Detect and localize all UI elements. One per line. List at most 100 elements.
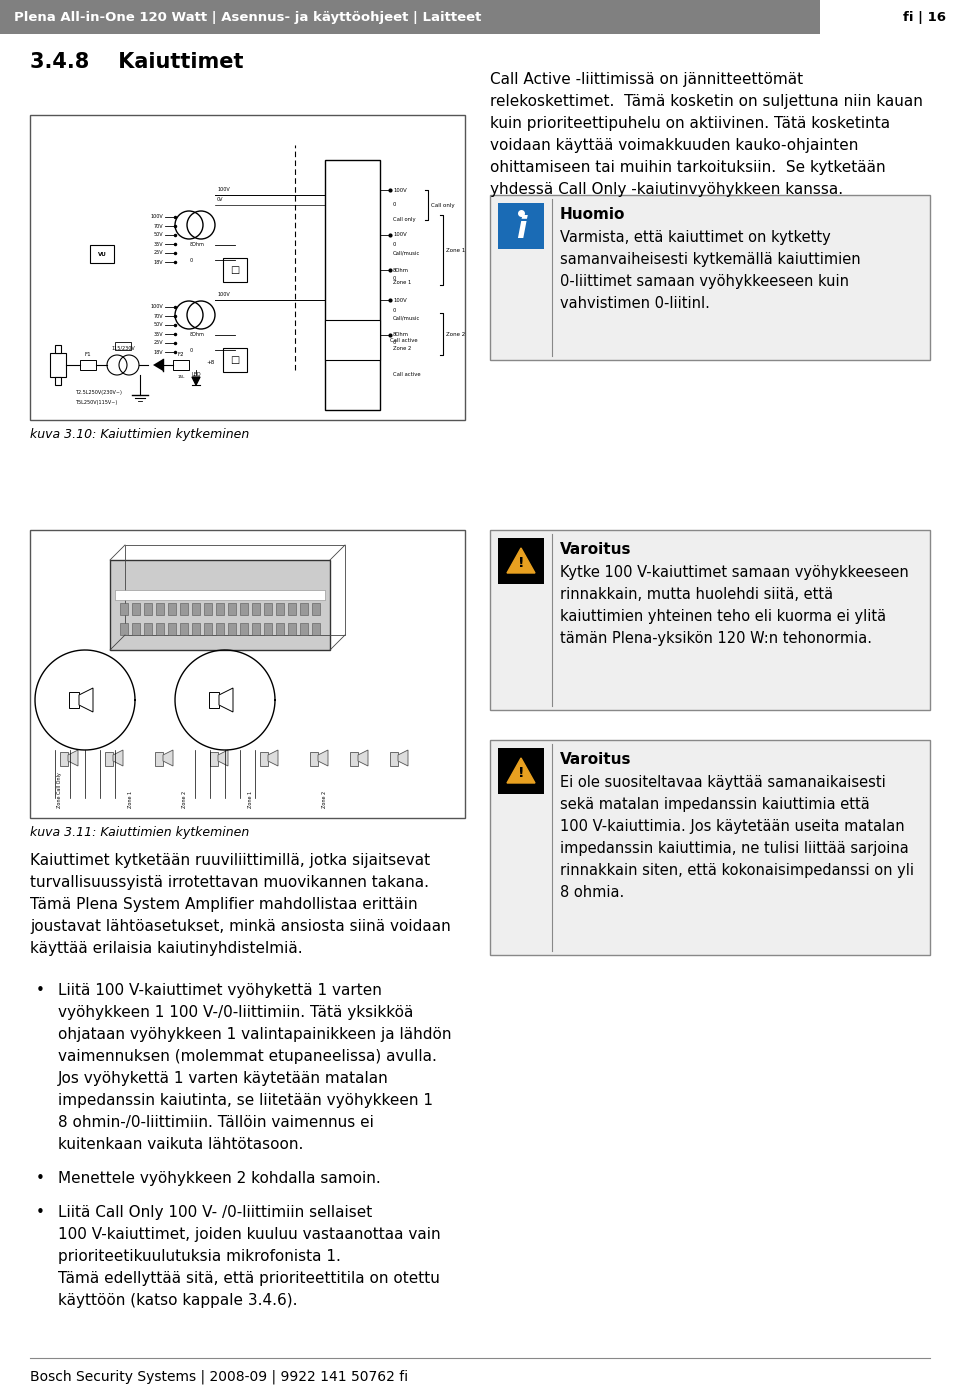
Bar (276, 603, 284, 615)
Bar (120, 623, 128, 636)
Bar (312, 603, 320, 615)
Text: Zone 2: Zone 2 (323, 791, 327, 808)
Text: Liitä Call Only 100 V- /0-liittimiin sellaiset: Liitä Call Only 100 V- /0-liittimiin sel… (58, 1205, 372, 1219)
Text: Liitä 100 V-kaiuttimet vyöhykettä 1 varten: Liitä 100 V-kaiuttimet vyöhykettä 1 vart… (58, 983, 382, 998)
Bar (223, 349, 247, 372)
Text: Zone 2: Zone 2 (446, 332, 466, 336)
Text: Tämä Plena System Amplifier mahdollistaa erittäin: Tämä Plena System Amplifier mahdollistaa… (30, 897, 418, 911)
Text: 35V: 35V (154, 332, 163, 336)
Text: Kytke 100 V-kaiuttimet samaan vyöhykkeeseen: Kytke 100 V-kaiuttimet samaan vyöhykkees… (560, 566, 909, 580)
Polygon shape (358, 750, 368, 766)
Bar (240, 603, 248, 615)
Text: 100V: 100V (393, 298, 407, 302)
Text: 8Ohm: 8Ohm (393, 267, 409, 273)
Text: Call active: Call active (393, 372, 420, 378)
Text: relekoskettimet.  Tämä kosketin on suljettuna niin kauan: relekoskettimet. Tämä kosketin on suljet… (490, 94, 923, 109)
Text: 100V: 100V (217, 293, 229, 297)
Text: joustavat lähtöasetukset, minkä ansiosta siinä voidaan: joustavat lähtöasetukset, minkä ansiosta… (30, 918, 451, 934)
Text: LED: LED (191, 372, 201, 377)
Text: rinnakkain siten, että kokonaisimpedanssi on yli: rinnakkain siten, että kokonaisimpedanss… (560, 862, 914, 878)
Text: i: i (516, 216, 526, 245)
Text: yhdessä Call Only -kaiutinvyöhykkeen kanssa.: yhdessä Call Only -kaiutinvyöhykkeen kan… (490, 182, 843, 197)
Bar (204, 603, 212, 615)
Text: voidaan käyttää voimakkuuden kauko-ohjainten: voidaan käyttää voimakkuuden kauko-ohjai… (490, 139, 858, 153)
Text: VU: VU (98, 252, 107, 256)
Bar (390, 752, 398, 766)
Text: 50V: 50V (154, 322, 163, 328)
Text: 70V: 70V (154, 224, 163, 228)
Polygon shape (192, 377, 200, 385)
Bar (125, 545, 345, 636)
Text: Zone 1: Zone 1 (128, 791, 132, 808)
Bar (490, 531, 930, 710)
Bar (144, 603, 152, 615)
Text: 0V: 0V (217, 197, 224, 202)
Bar (498, 203, 544, 249)
Bar (192, 603, 200, 615)
Bar (168, 603, 176, 615)
Text: Call/music: Call/music (393, 251, 420, 255)
Bar (55, 377, 61, 385)
Bar (132, 623, 140, 636)
Text: kuin prioriteettipuhelu on aktiivinen. Tätä kosketinta: kuin prioriteettipuhelu on aktiivinen. T… (490, 116, 890, 132)
Bar (115, 589, 325, 601)
Bar (168, 623, 176, 636)
Bar (260, 752, 268, 766)
Text: 18V: 18V (154, 259, 163, 265)
Text: T2.5L250V(230V~): T2.5L250V(230V~) (75, 391, 122, 395)
Text: □: □ (230, 356, 240, 365)
Bar (90, 245, 114, 263)
Text: Zone 2: Zone 2 (393, 346, 412, 350)
Text: +8: +8 (206, 360, 214, 364)
Text: !: ! (517, 766, 524, 780)
Bar (252, 623, 260, 636)
Text: 0-liittimet samaan vyöhykkeeseen kuin: 0-liittimet samaan vyöhykkeeseen kuin (560, 274, 849, 288)
Bar (192, 623, 200, 636)
Bar (144, 623, 152, 636)
Text: 0: 0 (190, 347, 193, 353)
Text: 0: 0 (393, 340, 396, 346)
Text: Call only: Call only (393, 217, 416, 223)
Bar (115, 342, 131, 350)
Text: 0: 0 (393, 308, 396, 312)
Text: kuitenkaan vaikuta lähtötasoon.: kuitenkaan vaikuta lähtötasoon. (58, 1137, 303, 1152)
Bar (80, 360, 96, 370)
Text: 100V: 100V (393, 188, 407, 192)
Text: 0: 0 (393, 242, 396, 248)
Text: 3.4.8    Kaiuttimet: 3.4.8 Kaiuttimet (30, 52, 244, 71)
Text: 25V: 25V (154, 340, 163, 346)
Text: 0: 0 (393, 203, 396, 207)
Text: kuva 3.11: Kaiuttimien kytkeminen: kuva 3.11: Kaiuttimien kytkeminen (30, 826, 250, 839)
Text: fi | 16: fi | 16 (903, 10, 946, 24)
Bar (498, 748, 544, 794)
Text: ohittamiseen tai muihin tarkoituksiin.  Se kytketään: ohittamiseen tai muihin tarkoituksiin. S… (490, 160, 886, 175)
Text: Varoitus: Varoitus (560, 542, 632, 557)
Text: !: ! (517, 556, 524, 570)
Bar (325, 321, 380, 360)
Text: Varmista, että kaiuttimet on kytketty: Varmista, että kaiuttimet on kytketty (560, 230, 830, 245)
Text: 35V: 35V (154, 241, 163, 246)
Bar (498, 538, 544, 584)
Text: prioriteetikuulutuksia mikrofonista 1.: prioriteetikuulutuksia mikrofonista 1. (58, 1249, 341, 1264)
Text: 25V: 25V (154, 251, 163, 255)
Bar (105, 752, 113, 766)
Text: Zone 1: Zone 1 (446, 248, 466, 252)
Bar (490, 741, 930, 955)
Text: 100V: 100V (217, 188, 229, 192)
Text: 8 ohmia.: 8 ohmia. (560, 885, 624, 900)
Text: impedanssin kaiuttimia, ne tulisi liittää sarjoina: impedanssin kaiuttimia, ne tulisi liittä… (560, 841, 909, 855)
Polygon shape (318, 750, 328, 766)
Polygon shape (507, 547, 535, 573)
Bar (240, 623, 248, 636)
Text: tämän Plena-yksikön 120 W:n tehonormia.: tämän Plena-yksikön 120 W:n tehonormia. (560, 631, 872, 645)
Bar (132, 603, 140, 615)
Bar (350, 752, 358, 766)
Text: •: • (36, 1205, 44, 1219)
Bar (264, 623, 272, 636)
Polygon shape (219, 687, 233, 713)
Text: vaimennuksen (molemmat etupaneelissa) avulla.: vaimennuksen (molemmat etupaneelissa) av… (58, 1049, 437, 1064)
Text: 100V: 100V (151, 214, 163, 220)
Text: 18V: 18V (154, 350, 163, 354)
Bar (120, 603, 128, 615)
Bar (288, 603, 296, 615)
